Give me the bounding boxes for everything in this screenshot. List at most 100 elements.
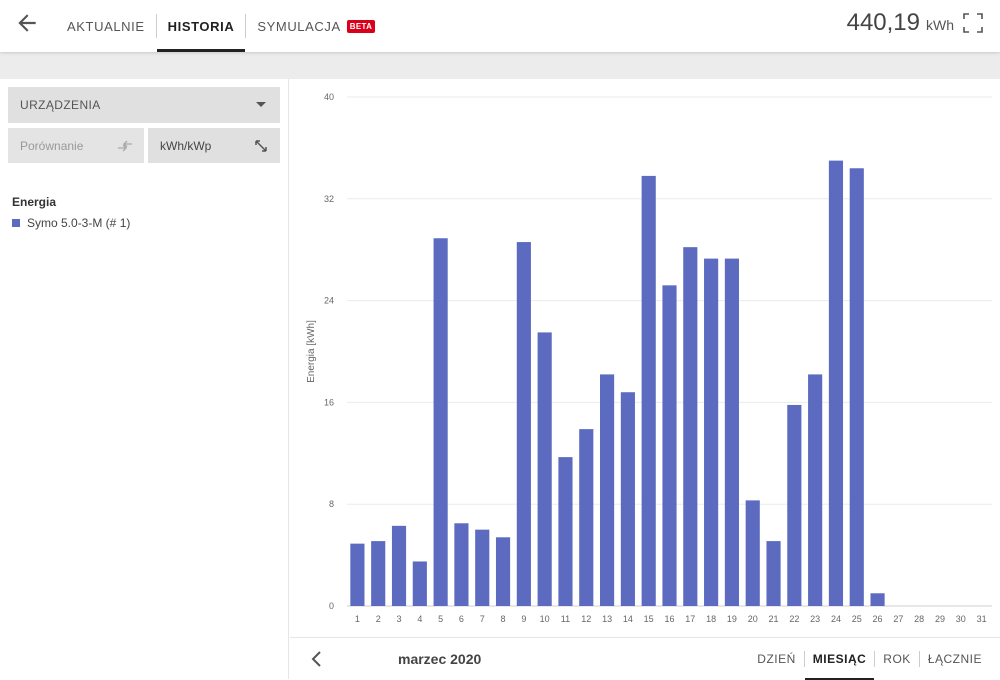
- bar: [683, 247, 698, 606]
- bar: [828, 160, 844, 606]
- x-tick-label: 1: [355, 614, 360, 624]
- x-tick-label: 11: [561, 614, 570, 624]
- x-tick-label: 23: [810, 614, 820, 624]
- tab-historia[interactable]: HISTORIA: [156, 0, 246, 52]
- range-lacznie[interactable]: ŁĄCZNIE: [920, 638, 990, 680]
- bar: [641, 175, 656, 606]
- fullscreen-icon[interactable]: [962, 12, 984, 34]
- x-tick-label: 7: [480, 614, 485, 624]
- chart-area: 0 8 16 24 32 40 Energia [kWh] 1 2 3 4 5 6 7 8 9 10 11 12 13…: [290, 79, 1000, 637]
- compare-button-label: Porównanie: [20, 138, 84, 153]
- devices-dropdown-label: URZĄDZENIA: [20, 98, 101, 112]
- range-label: DZIEŃ: [757, 652, 796, 666]
- tab-label: HISTORIA: [167, 18, 235, 34]
- x-tick-label: 30: [956, 614, 966, 624]
- bar: [724, 258, 739, 606]
- x-tick-label: 4: [417, 614, 422, 624]
- range-label: ROK: [883, 652, 911, 666]
- bar: [475, 529, 490, 606]
- arrow-left-icon[interactable]: [14, 10, 40, 36]
- bottom-bar: marzec 2020 DZIEŃ MIESIĄC ROK ŁĄCZNIE: [290, 637, 1000, 680]
- x-tick-label: 12: [581, 614, 591, 624]
- range-label: MIESIĄC: [812, 652, 867, 666]
- bar: [849, 168, 864, 606]
- x-tick-label: 10: [540, 614, 550, 624]
- bar: [745, 500, 760, 606]
- header-spacer: [0, 52, 1000, 79]
- range-miesiac[interactable]: MIESIĄC: [804, 638, 875, 680]
- tab-aktualnie[interactable]: AKTUALNIE: [56, 0, 156, 52]
- bar: [350, 543, 365, 606]
- x-tick-label: 20: [748, 614, 758, 624]
- bar: [495, 537, 511, 606]
- x-tick-label: 26: [873, 614, 883, 624]
- x-tick-label: 15: [644, 614, 654, 624]
- bar: [787, 404, 802, 606]
- x-tick-label: 6: [459, 614, 464, 624]
- y-axis-title: Energia [kWh]: [306, 320, 317, 383]
- x-tick-label: 31: [977, 614, 987, 624]
- bar: [600, 374, 615, 606]
- y-tick-label: 40: [324, 92, 334, 102]
- bar: [537, 332, 552, 606]
- total-energy-unit: kWh: [926, 17, 954, 33]
- top-bar: AKTUALNIE HISTORIA SYMULACJA BETA 440,19…: [0, 0, 1000, 52]
- total-energy-value: 440,19: [846, 9, 920, 36]
- bar: [371, 541, 386, 606]
- normalize-kwp-label: kWh/kWp: [160, 138, 212, 153]
- chevron-left-icon[interactable]: [308, 648, 326, 670]
- bar: [766, 541, 781, 606]
- x-tick-label: 18: [706, 614, 716, 624]
- x-tick-label: 8: [501, 614, 506, 624]
- bar: [412, 561, 427, 606]
- x-tick-label: 9: [521, 614, 526, 624]
- x-tick-label: 5: [438, 614, 443, 624]
- x-tick-label: 13: [602, 614, 612, 624]
- legend-title: Energia: [12, 195, 57, 209]
- devices-dropdown[interactable]: URZĄDZENIA: [8, 87, 280, 123]
- x-tick-label: 24: [831, 614, 841, 624]
- normalize-kwp-button[interactable]: kWh/kWp: [148, 128, 280, 163]
- bar: [704, 258, 719, 606]
- compare-button[interactable]: Porównanie: [8, 128, 144, 163]
- tab-bar: AKTUALNIE HISTORIA SYMULACJA BETA: [56, 0, 386, 52]
- diagonal-arrows-icon: [255, 140, 267, 152]
- tab-label: SYMULACJA: [257, 18, 341, 34]
- bar: [808, 374, 823, 606]
- legend-item-label: Symo 5.0-3-M (# 1): [27, 216, 131, 230]
- range-divider: [803, 651, 805, 667]
- x-tick-label: 16: [664, 614, 674, 624]
- x-tick-label: 29: [935, 614, 945, 624]
- legend-swatch: [12, 219, 20, 227]
- tab-label: AKTUALNIE: [67, 18, 145, 34]
- tab-symulacja[interactable]: SYMULACJA BETA: [246, 0, 386, 52]
- x-tick-label: 14: [623, 614, 633, 624]
- beta-badge: BETA: [346, 19, 376, 33]
- x-tick-label: 22: [789, 614, 799, 624]
- compare-arrows-icon: [118, 140, 132, 152]
- range-dzien[interactable]: DZIEŃ: [749, 638, 804, 680]
- bar: [870, 593, 885, 606]
- bar: [454, 523, 469, 606]
- x-tick-label: 17: [685, 614, 695, 624]
- y-tick-label: 8: [329, 499, 334, 509]
- x-tick-label: 25: [852, 614, 862, 624]
- x-tick-label: 27: [893, 614, 903, 624]
- range-divider: [918, 651, 920, 667]
- period-label: marzec 2020: [398, 651, 482, 667]
- legend-item[interactable]: Symo 5.0-3-M (# 1): [12, 216, 130, 230]
- range-divider: [874, 651, 876, 667]
- y-tick-label: 32: [324, 194, 334, 204]
- bar: [620, 392, 635, 606]
- range-selector: DZIEŃ MIESIĄC ROK ŁĄCZNIE: [749, 638, 990, 680]
- bar: [391, 525, 407, 606]
- bar: [516, 242, 531, 606]
- x-tick-label: 28: [914, 614, 924, 624]
- tab-divider: [245, 14, 247, 38]
- bar: [558, 457, 573, 606]
- chevron-down-icon: [256, 102, 266, 107]
- left-panel: URZĄDZENIA Porównanie kWh/kWp Energia Sy…: [0, 79, 289, 679]
- y-tick-label: 24: [324, 296, 334, 306]
- range-rok[interactable]: ROK: [875, 638, 919, 680]
